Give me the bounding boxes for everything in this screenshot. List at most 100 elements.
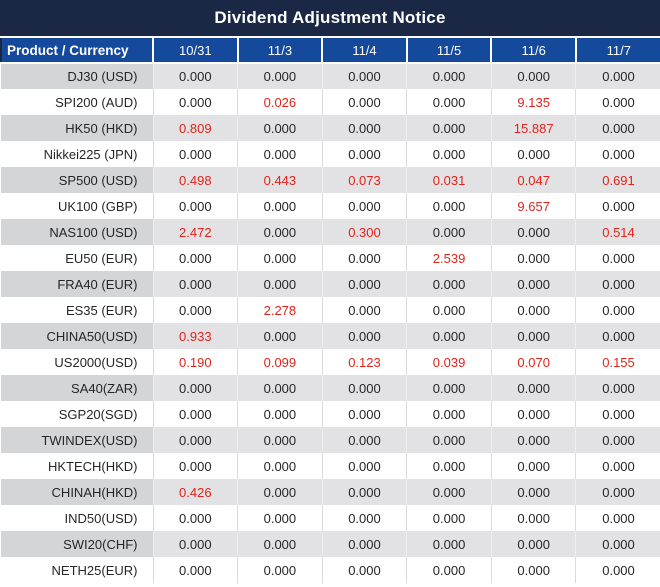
value-cell: 0.000	[321, 63, 407, 89]
column-header-date: 11/6	[490, 38, 576, 64]
table-row: UK100 (GBP) 0.000 0.000 0.000 0.000 9.657 0.00…	[1, 193, 660, 219]
value-cell: 0.000	[321, 401, 407, 427]
value-cell: 0.026	[237, 89, 323, 115]
column-header-date: 11/5	[405, 38, 492, 64]
product-cell: SWI20(CHF)	[1, 531, 153, 557]
value-cell: 0.000	[321, 297, 407, 323]
value-cell: 0.000	[321, 141, 407, 167]
value-cell: 0.000	[237, 115, 323, 141]
value-cell: 0.514	[575, 219, 660, 245]
value-cell: 0.000	[152, 453, 238, 479]
value-cell: 0.073	[321, 167, 407, 193]
value-cell: 0.070	[490, 349, 576, 375]
product-cell: EU50 (EUR)	[1, 245, 153, 271]
value-cell: 0.000	[490, 531, 576, 557]
value-cell: 0.000	[152, 141, 238, 167]
value-cell: 0.000	[406, 401, 492, 427]
table-row: ES35 (EUR) 0.000 2.278 0.000 0.000 0.000 0.000	[1, 297, 660, 323]
value-cell: 0.000	[237, 63, 323, 89]
product-cell: HKTECH(HKD)	[1, 453, 153, 479]
value-cell: 0.000	[321, 193, 407, 219]
value-cell: 0.000	[237, 245, 323, 271]
value-cell: 0.039	[406, 349, 492, 375]
value-cell: 0.300	[321, 219, 407, 245]
value-cell: 0.000	[152, 297, 238, 323]
value-cell: 0.000	[321, 323, 407, 349]
value-cell: 0.000	[490, 323, 576, 349]
product-cell: NAS100 (USD)	[1, 219, 153, 245]
value-cell: 0.000	[237, 505, 323, 531]
product-cell: SPI200 (AUD)	[1, 89, 153, 115]
table-row: NAS100 (USD) 2.472 0.000 0.300 0.000 0.000 0.5…	[1, 219, 660, 245]
table-row: FRA40 (EUR) 0.000 0.000 0.000 0.000 0.000 0.00…	[1, 271, 660, 297]
value-cell: 0.000	[575, 323, 660, 349]
table-row: HK50 (HKD) 0.809 0.000 0.000 0.000 15.887 0.00…	[1, 115, 660, 141]
value-cell: 0.000	[490, 375, 576, 401]
product-cell: NETH25(EUR)	[1, 557, 153, 583]
value-cell: 0.000	[575, 401, 660, 427]
value-cell: 0.000	[490, 245, 576, 271]
value-cell: 0.443	[237, 167, 323, 193]
value-cell: 0.000	[575, 271, 660, 297]
product-cell: DJ30 (USD)	[1, 63, 153, 89]
page-title: Dividend Adjustment Notice	[0, 0, 660, 38]
value-cell: 0.000	[406, 115, 492, 141]
value-cell: 0.000	[152, 193, 238, 219]
table-row: IND50(USD) 0.000 0.000 0.000 0.000 0.000 0.000	[1, 505, 660, 531]
value-cell: 0.000	[152, 401, 238, 427]
value-cell: 0.000	[321, 89, 407, 115]
value-cell: 9.657	[490, 193, 576, 219]
column-header-date: 11/4	[321, 38, 407, 64]
value-cell: 0.000	[406, 89, 492, 115]
value-cell: 0.000	[406, 479, 492, 505]
value-cell: 0.000	[321, 427, 407, 453]
product-cell: HK50 (HKD)	[1, 115, 153, 141]
value-cell: 0.047	[490, 167, 576, 193]
value-cell: 0.000	[237, 323, 323, 349]
value-cell: 0.000	[490, 427, 576, 453]
value-cell: 0.000	[152, 271, 238, 297]
value-cell: 0.000	[152, 245, 238, 271]
value-cell: 0.000	[406, 453, 492, 479]
value-cell: 0.000	[575, 115, 660, 141]
value-cell: 0.691	[575, 167, 660, 193]
value-cell: 0.000	[321, 245, 407, 271]
value-cell: 15.887	[490, 115, 576, 141]
value-cell: 0.000	[575, 557, 660, 583]
table-row: DJ30 (USD) 0.000 0.000 0.000 0.000 0.000 0.000	[1, 63, 660, 89]
product-cell: US2000(USD)	[1, 349, 153, 375]
product-cell: ES35 (EUR)	[1, 297, 153, 323]
value-cell: 0.000	[490, 271, 576, 297]
table-row: HKTECH(HKD) 0.000 0.000 0.000 0.000 0.000 0.00…	[1, 453, 660, 479]
value-cell: 0.000	[237, 479, 323, 505]
table-row: NETH25(EUR) 0.000 0.000 0.000 0.000 0.000 0.00…	[1, 557, 660, 583]
product-cell: FRA40 (EUR)	[1, 271, 153, 297]
value-cell: 0.000	[237, 557, 323, 583]
value-cell: 0.000	[406, 219, 492, 245]
value-cell: 0.000	[152, 557, 238, 583]
value-cell: 0.000	[490, 297, 576, 323]
value-cell: 0.000	[406, 557, 492, 583]
value-cell: 0.000	[237, 375, 323, 401]
table-row: CHINA50(USD) 0.933 0.000 0.000 0.000 0.000 0.0…	[1, 323, 660, 349]
value-cell: 0.000	[490, 557, 576, 583]
value-cell: 0.000	[575, 297, 660, 323]
table-row: TWINDEX(USD) 0.000 0.000 0.000 0.000 0.000 0.0…	[1, 427, 660, 453]
value-cell: 0.000	[237, 271, 323, 297]
value-cell: 0.000	[406, 375, 492, 401]
value-cell: 0.000	[575, 531, 660, 557]
value-cell: 0.000	[237, 219, 323, 245]
value-cell: 0.000	[237, 427, 323, 453]
value-cell: 0.000	[575, 427, 660, 453]
value-cell: 0.000	[575, 375, 660, 401]
value-cell: 0.000	[406, 63, 492, 89]
value-cell: 0.000	[490, 505, 576, 531]
value-cell: 0.000	[406, 141, 492, 167]
value-cell: 0.000	[237, 193, 323, 219]
value-cell: 0.000	[152, 63, 238, 89]
product-cell: TWINDEX(USD)	[1, 427, 153, 453]
product-cell: UK100 (GBP)	[1, 193, 153, 219]
value-cell: 0.000	[406, 271, 492, 297]
value-cell: 0.498	[152, 167, 238, 193]
